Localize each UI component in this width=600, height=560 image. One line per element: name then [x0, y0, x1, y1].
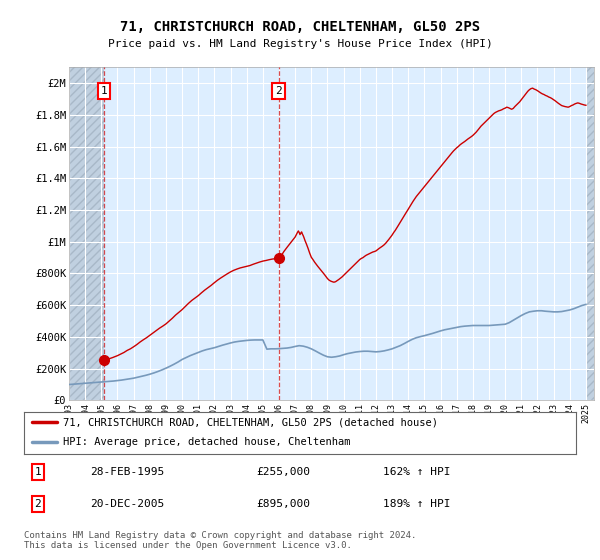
Text: 71, CHRISTCHURCH ROAD, CHELTENHAM, GL50 2PS (detached house): 71, CHRISTCHURCH ROAD, CHELTENHAM, GL50 …: [62, 417, 437, 427]
Text: HPI: Average price, detached house, Cheltenham: HPI: Average price, detached house, Chel…: [62, 437, 350, 447]
Text: 20-DEC-2005: 20-DEC-2005: [90, 499, 164, 509]
Text: 2: 2: [275, 86, 282, 96]
Text: 1: 1: [34, 467, 41, 477]
Text: 2: 2: [34, 499, 41, 509]
Text: 71, CHRISTCHURCH ROAD, CHELTENHAM, GL50 2PS: 71, CHRISTCHURCH ROAD, CHELTENHAM, GL50 …: [120, 20, 480, 34]
Text: 28-FEB-1995: 28-FEB-1995: [90, 467, 164, 477]
Text: 1: 1: [100, 86, 107, 96]
Bar: [586, 67, 594, 400]
Text: £255,000: £255,000: [256, 467, 310, 477]
Text: Price paid vs. HM Land Registry's House Price Index (HPI): Price paid vs. HM Land Registry's House …: [107, 39, 493, 49]
Bar: [69, 67, 104, 400]
Text: £895,000: £895,000: [256, 499, 310, 509]
Text: 189% ↑ HPI: 189% ↑ HPI: [383, 499, 450, 509]
Text: 162% ↑ HPI: 162% ↑ HPI: [383, 467, 450, 477]
Text: Contains HM Land Registry data © Crown copyright and database right 2024.
This d: Contains HM Land Registry data © Crown c…: [24, 531, 416, 550]
